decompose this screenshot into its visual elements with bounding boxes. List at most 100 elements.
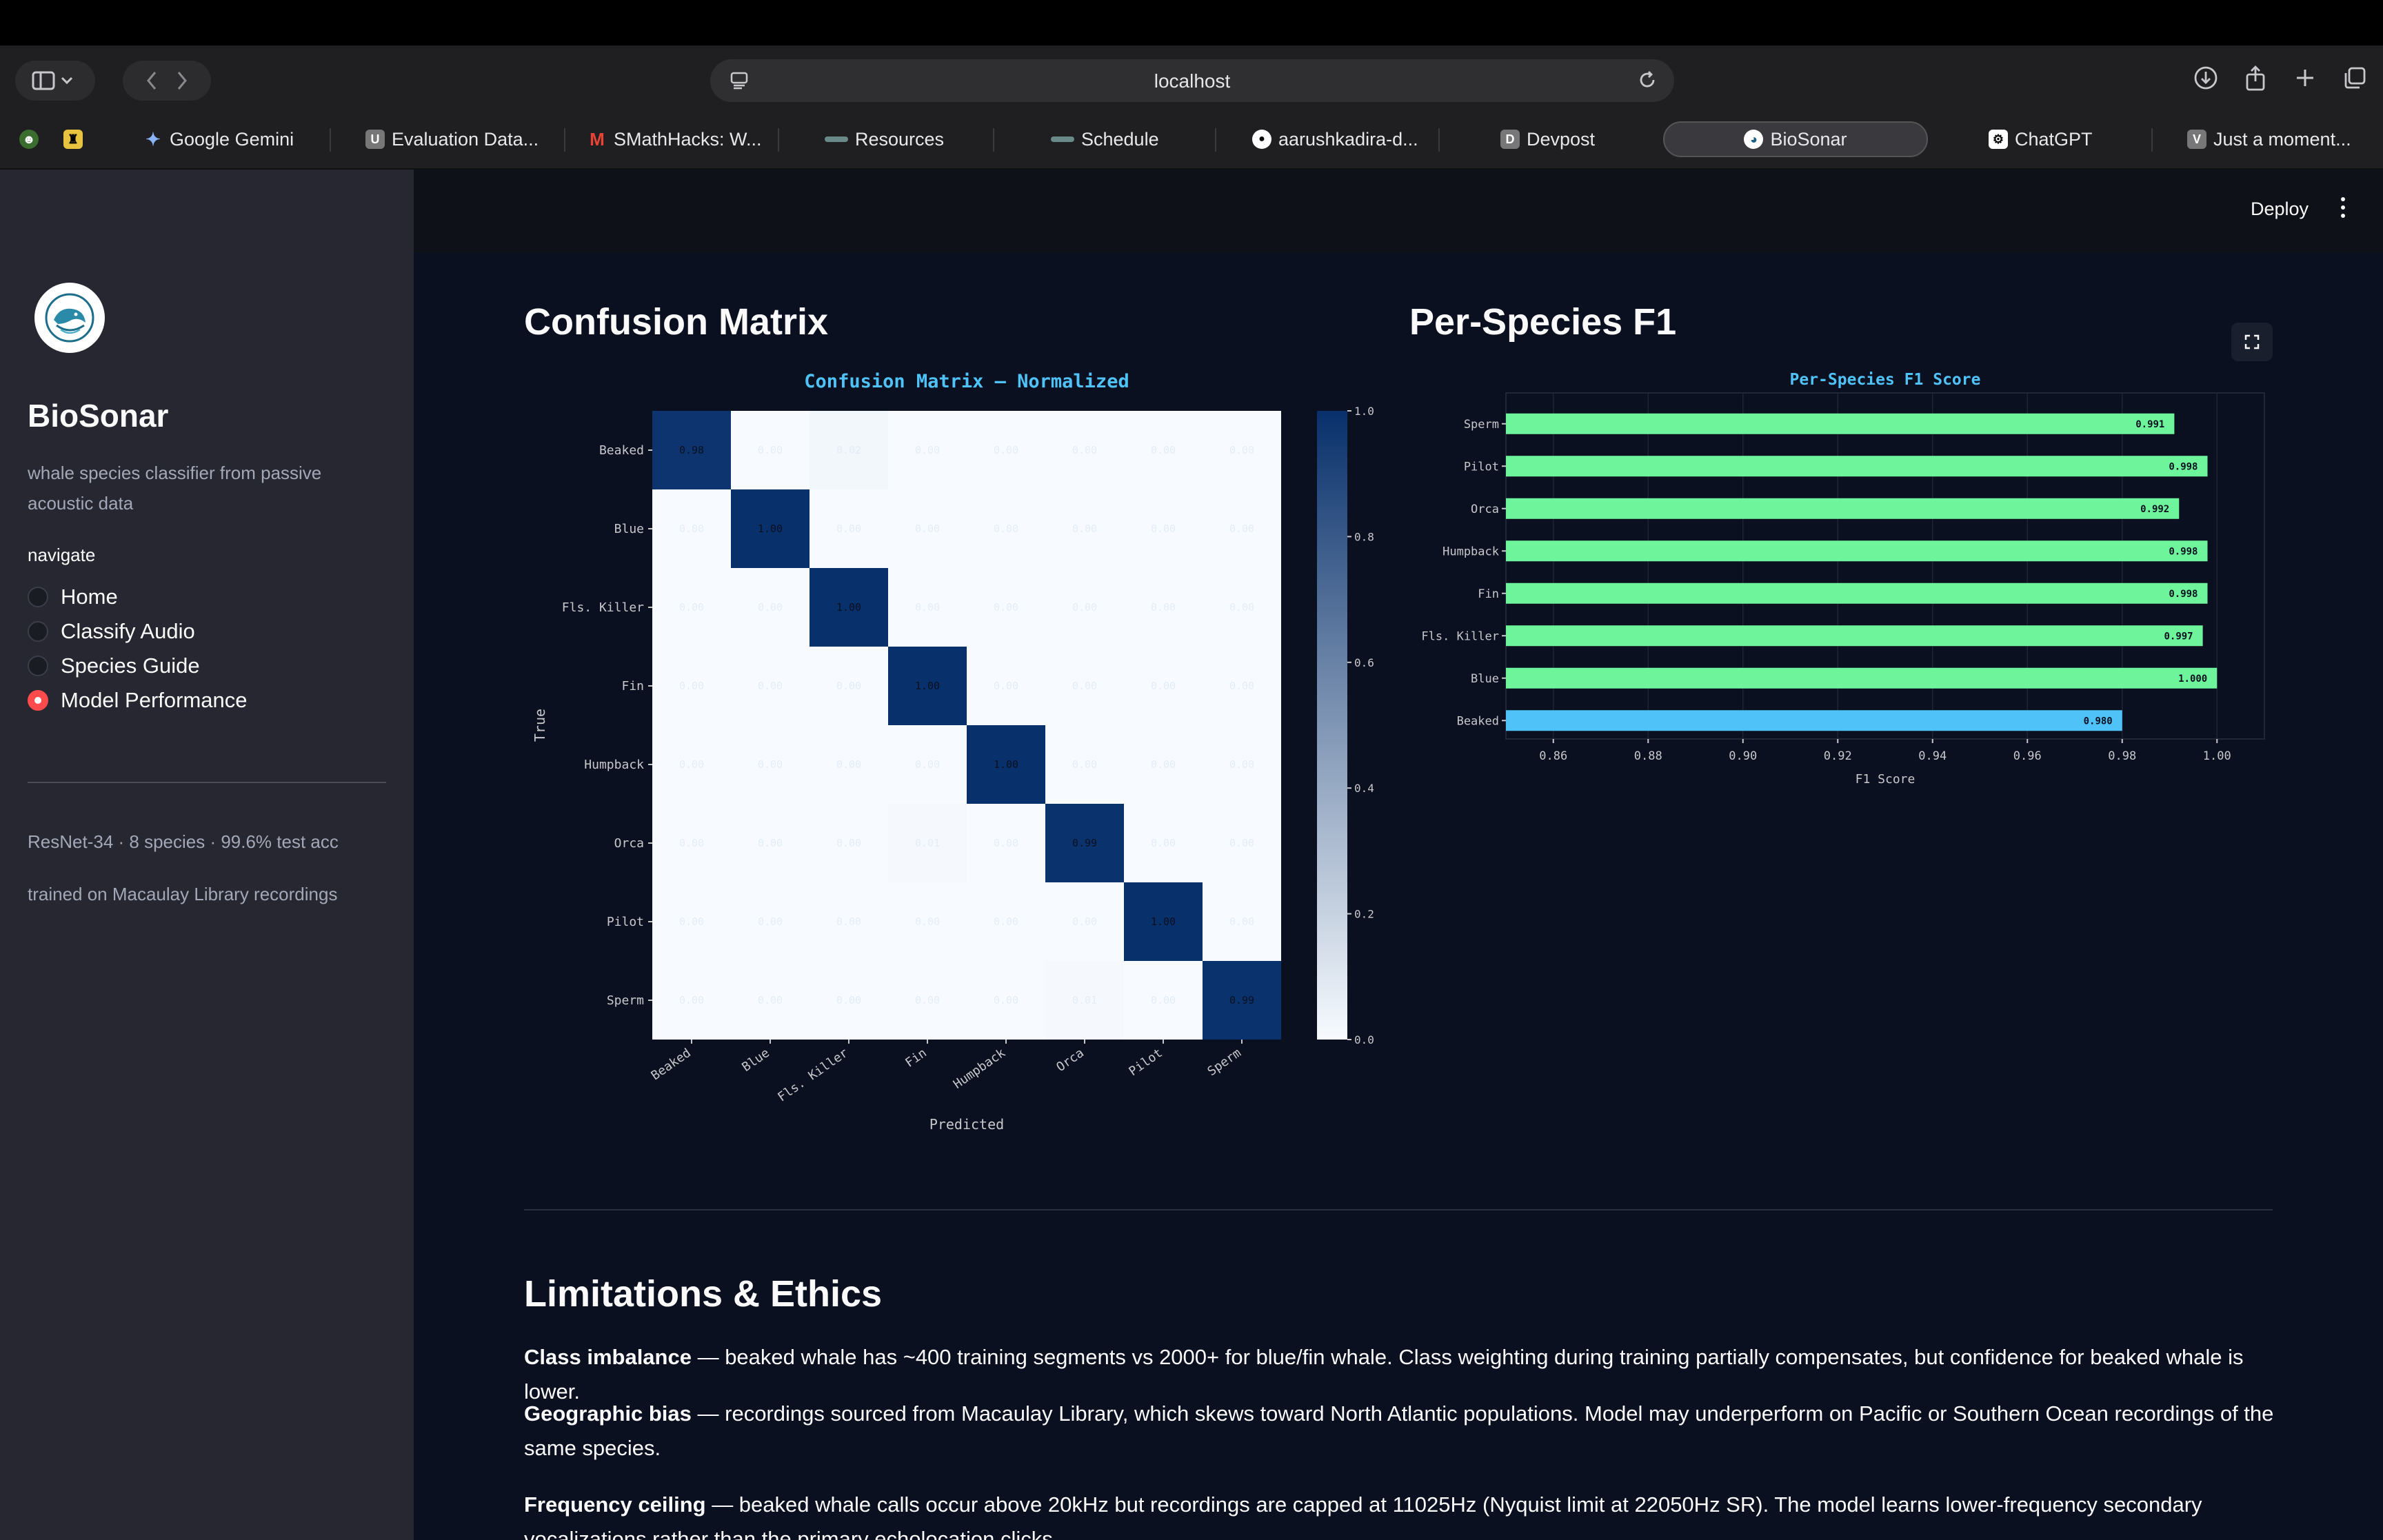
x-tick-label: 0.90 — [1729, 749, 1757, 763]
cell-value-label: 0.00 — [679, 601, 704, 614]
cell-value-label: 0.99 — [1072, 837, 1097, 849]
colorbar — [1317, 411, 1347, 1040]
pinned-tab-1[interactable]: ☻ — [19, 121, 47, 157]
cell-value-label: 0.00 — [1151, 523, 1176, 535]
fullscreen-button[interactable] — [2231, 323, 2273, 361]
x-tick-label: 0.96 — [2013, 749, 2042, 763]
history-nav — [123, 61, 211, 101]
x-axis-label: F1 Score — [1856, 772, 1916, 787]
app-header: Deploy — [414, 170, 2383, 252]
cell-value-label: 0.00 — [679, 680, 704, 692]
tab-label: Resources — [855, 128, 945, 150]
tab-resources[interactable]: Resources — [825, 121, 963, 157]
cell-value-label: 0.00 — [1072, 758, 1097, 771]
heatmap-cell — [1045, 725, 1124, 804]
heatmap-cell — [1203, 882, 1281, 961]
cell-value-label: 0.00 — [836, 837, 861, 849]
cell-value-label: 0.00 — [1229, 601, 1254, 614]
y-tick-label: Fin — [1478, 587, 1499, 601]
y-tick-label: Pilot — [1464, 460, 1499, 474]
biosonar-icon: ◕ — [1744, 130, 1764, 149]
main-menu-icon[interactable] — [2339, 197, 2347, 218]
tab-label: SMathHacks: W... — [614, 128, 762, 150]
nav-radio-model-performance[interactable]: Model Performance — [28, 687, 248, 714]
new-tab-icon[interactable] — [2291, 63, 2320, 92]
f1-score-chart: Per-Species F1 Score 0.86 0.88 0.90 0.92 0.94… — [1421, 371, 2265, 787]
tab-overview-icon[interactable] — [2340, 63, 2369, 92]
cell-value-label: 1.00 — [994, 758, 1018, 771]
cell-value-label: 0.99 — [1229, 994, 1254, 1006]
training-info: trained on Macaulay Library recordings — [28, 884, 338, 904]
tab-evaluation-data[interactable]: U Evaluation Data... — [365, 121, 545, 157]
tab-label: Google Gemini — [170, 128, 294, 150]
reload-icon[interactable] — [1637, 70, 1658, 90]
bar-value-label: 0.997 — [2164, 631, 2193, 642]
sidebar-toggle-button[interactable] — [15, 61, 95, 101]
cell-value-label: 1.00 — [915, 680, 940, 692]
heatmap-cell — [652, 647, 731, 725]
x-tick-label: Beaked — [649, 1046, 694, 1084]
tab-github[interactable]: ● aarushkadira-d... — [1252, 121, 1431, 157]
heatmap-cell — [888, 647, 967, 725]
heatmap-cell — [967, 804, 1045, 882]
x-tick-label: 0.92 — [1824, 749, 1852, 763]
whale-logo-icon — [45, 293, 94, 343]
forward-icon[interactable] — [177, 71, 188, 90]
heatmap-cell — [731, 725, 810, 804]
pinned-tab-2[interactable]: ♜ — [63, 121, 91, 157]
heatmap-cell — [1203, 725, 1281, 804]
heatmap-cell — [967, 568, 1045, 647]
cell-value-label: 0.00 — [758, 837, 783, 849]
cell-value-label: 0.00 — [758, 915, 783, 928]
nav-radio-classify-audio[interactable]: Classify Audio — [28, 618, 195, 645]
colorbar-tick-label: 1.0 — [1354, 405, 1374, 418]
x-tick-label: 1.00 — [2203, 749, 2231, 763]
share-icon[interactable] — [2241, 63, 2270, 92]
cell-value-label: 0.00 — [1072, 915, 1097, 928]
y-axis-label: True — [532, 709, 548, 742]
tab-chatgpt[interactable]: ⚙ ChatGPT — [1989, 121, 2126, 157]
radio-circle[interactable] — [28, 587, 48, 607]
limitation-title: Frequency ceiling — [524, 1492, 706, 1517]
x-tick-label: Fin — [903, 1046, 929, 1071]
tab-just-a-moment[interactable]: V Just a moment... — [2187, 121, 2368, 157]
radio-circle-selected[interactable] — [28, 690, 48, 711]
tab-smathhacks[interactable]: M SMathHacks: W... — [587, 121, 767, 157]
heatmap-cell — [1124, 725, 1203, 804]
cell-value-label: 0.00 — [836, 994, 861, 1006]
cell-value-label: 0.00 — [915, 994, 940, 1006]
back-icon[interactable] — [146, 71, 157, 90]
nav-radio-species-guide[interactable]: Species Guide — [28, 652, 200, 680]
heatmap-cell — [731, 961, 810, 1040]
downloads-icon[interactable] — [2191, 63, 2220, 92]
heatmap-cell — [967, 411, 1045, 489]
deploy-button[interactable]: Deploy — [2250, 199, 2309, 219]
tab-schedule[interactable]: Schedule — [1051, 121, 1189, 157]
cell-value-label: 0.00 — [1229, 837, 1254, 849]
heatmap-cell — [810, 568, 888, 647]
github-icon: ● — [1252, 130, 1271, 149]
cell-value-label: 1.00 — [836, 601, 861, 614]
confusion-matrix-heading: Confusion Matrix — [524, 301, 828, 343]
radio-circle[interactable] — [28, 656, 48, 676]
radio-circle[interactable] — [28, 621, 48, 642]
f1-bar — [1506, 625, 2203, 647]
limitation-paragraph: Geographic bias — recordings sourced fro… — [524, 1397, 2275, 1466]
cell-value-label: 0.00 — [836, 758, 861, 771]
heatmap-cell — [1203, 489, 1281, 568]
tab-label: aarushkadira-d... — [1278, 128, 1418, 150]
f1-bar — [1506, 540, 2208, 562]
heatmap-cell — [1124, 411, 1203, 489]
address-bar[interactable]: localhost — [710, 59, 1674, 102]
tab-biosonar[interactable]: ◕ BioSonar — [1663, 121, 1928, 157]
heatmap-cell — [1124, 804, 1203, 882]
nav-radio-home[interactable]: Home — [28, 583, 118, 611]
heatmap-cell — [888, 961, 967, 1040]
tab-devpost[interactable]: D Devpost — [1500, 121, 1638, 157]
y-tick-label: Humpback — [584, 758, 644, 772]
heatmap-cell — [1124, 647, 1203, 725]
app-sidebar — [0, 170, 414, 1540]
tab-google-gemini[interactable]: ✦ Google Gemini — [143, 121, 309, 157]
heatmap-cell — [967, 647, 1045, 725]
cell-value-label: 0.00 — [836, 680, 861, 692]
